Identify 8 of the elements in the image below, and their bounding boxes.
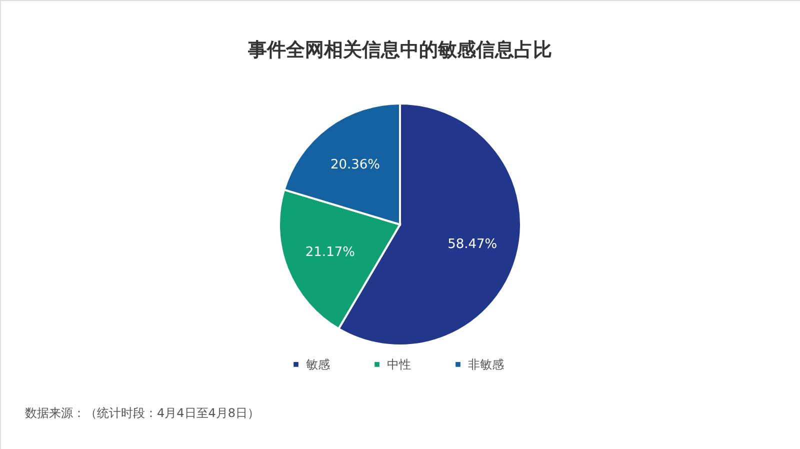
chart-title: 事件全网相关信息中的敏感信息占比 [247, 39, 552, 61]
legend-label: 非敏感 [468, 357, 504, 372]
data-label: 20.36% [330, 157, 380, 172]
data-label: 21.17% [305, 244, 355, 260]
data-label: 58.47% [448, 237, 498, 252]
source-note: 数据来源：（统计时段：4月4日至4月8日） [25, 406, 260, 420]
legend-label: 中性 [387, 357, 411, 372]
legend-label: 敏感 [306, 357, 330, 372]
